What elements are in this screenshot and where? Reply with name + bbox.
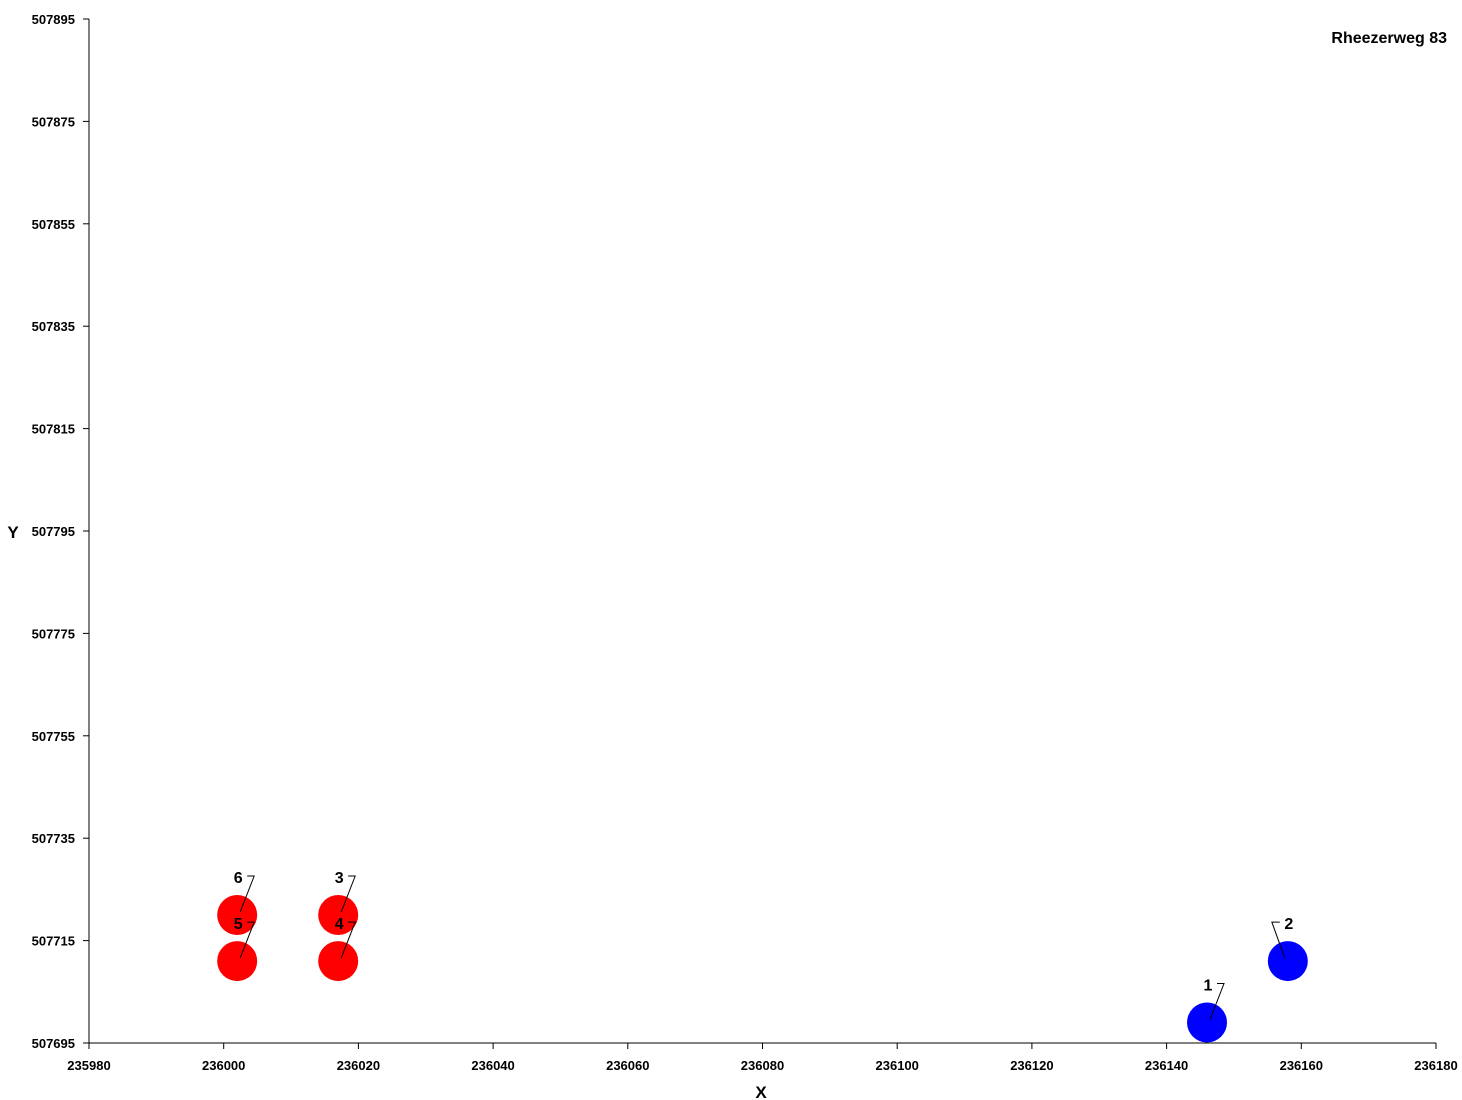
point-label-6: 6 (234, 870, 243, 887)
data-point-6 (217, 895, 258, 935)
leader-line-4 (340, 921, 356, 959)
y-tick-label: 507755 (32, 729, 75, 744)
y-tick-label: 507715 (32, 934, 75, 949)
x-tick-label: 236060 (606, 1058, 649, 1073)
point-label-3: 3 (335, 870, 344, 887)
x-axis-title: X (755, 1083, 767, 1100)
y-tick-label: 507875 (32, 114, 75, 129)
x-tick-label: 236040 (471, 1058, 514, 1073)
data-points (217, 895, 1308, 1043)
data-point-1 (1187, 1002, 1228, 1043)
x-tick-label: 236020 (337, 1058, 380, 1073)
x-tick-label: 236120 (1010, 1058, 1053, 1073)
leader-line-2 (1271, 921, 1286, 959)
data-point-5 (217, 941, 258, 982)
y-tick-label: 507815 (32, 422, 75, 437)
x-tick-label: 236160 (1280, 1058, 1323, 1073)
point-label-5: 5 (234, 916, 243, 933)
x-tick-label: 235980 (67, 1058, 110, 1073)
data-point-3 (318, 895, 359, 935)
y-tick-label: 507695 (32, 1036, 75, 1051)
y-tick-label: 507795 (32, 524, 75, 539)
x-tick-label: 236180 (1414, 1058, 1457, 1073)
data-point-4 (318, 941, 359, 982)
y-tick-label: 507735 (32, 831, 75, 846)
point-label-1: 1 (1204, 978, 1213, 995)
y-axis-title: Y (7, 523, 19, 542)
leader-line-6 (239, 875, 255, 913)
leader-line-5 (239, 921, 255, 959)
chart-title: Rheezerweg 83 (1331, 30, 1447, 47)
point-label-2: 2 (1284, 916, 1293, 933)
leader-line-3 (340, 875, 356, 913)
y-tick-label: 507895 (32, 12, 75, 27)
x-tick-label: 236140 (1145, 1058, 1188, 1073)
y-tick-label: 507775 (32, 626, 75, 641)
x-tick-label: 236100 (876, 1058, 919, 1073)
x-tick-label: 236080 (741, 1058, 784, 1073)
x-tick-label: 236000 (202, 1058, 245, 1073)
y-tick-label: 507855 (32, 217, 75, 232)
axes: 235980 236000 236020 236040 236060 236080 2361… (32, 12, 1458, 1073)
point-label-4: 4 (335, 916, 344, 933)
y-tick-label: 507835 (32, 319, 75, 334)
leader-line-1 (1209, 983, 1225, 1020)
data-point-2 (1267, 941, 1308, 982)
point-labels: 1 2 3 4 5 6 (234, 870, 1293, 1020)
